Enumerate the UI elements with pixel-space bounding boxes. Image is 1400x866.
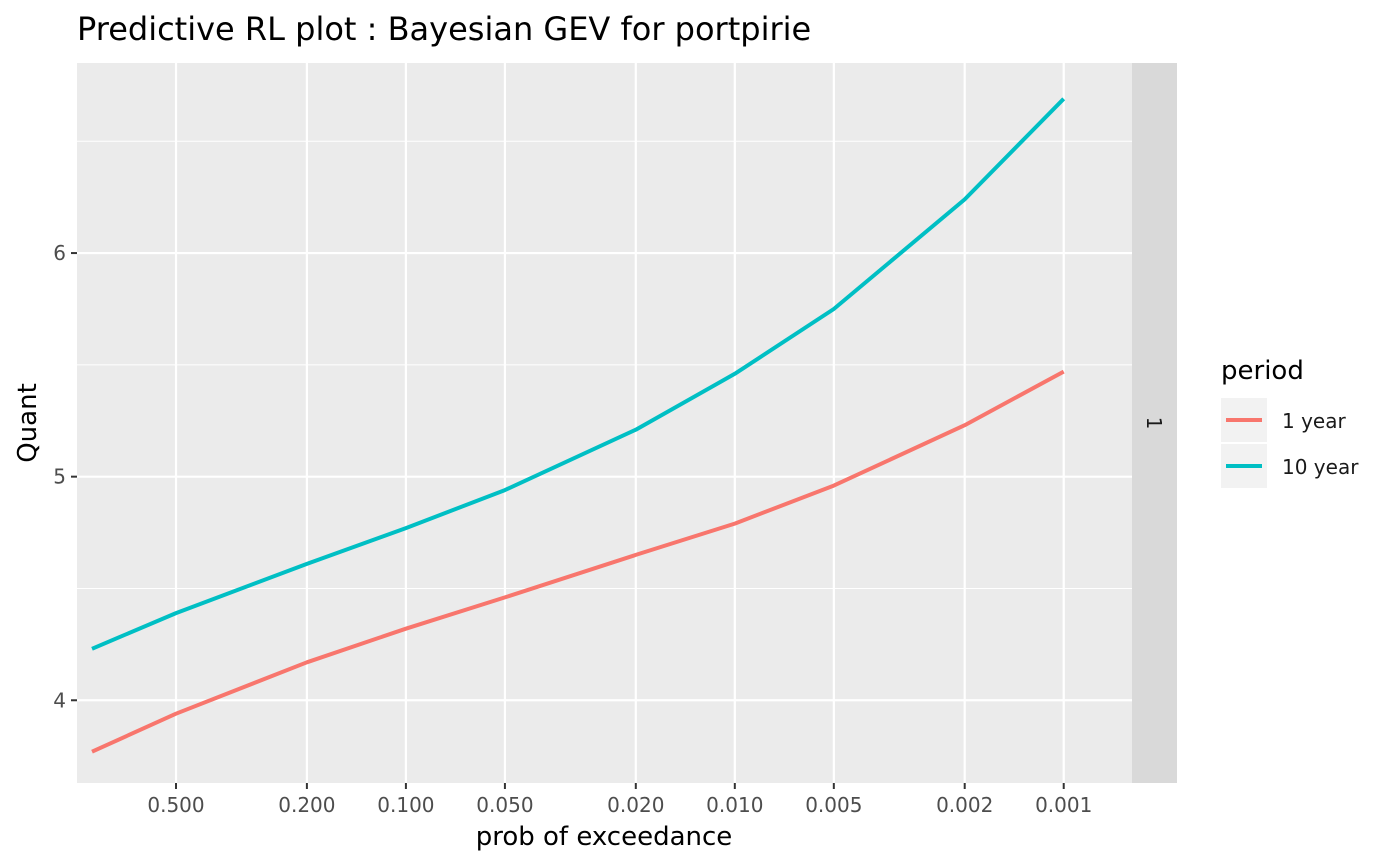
legend: period 1 year 10 year xyxy=(1221,356,1359,488)
facet-strip xyxy=(1132,63,1177,783)
series-line-10-year xyxy=(91,97,1066,651)
x-axis-title: prob of exceedance xyxy=(476,822,733,852)
y-tick-label: 5 xyxy=(53,465,66,489)
series-line-1-year xyxy=(91,369,1065,754)
plot-panel xyxy=(77,63,1132,783)
minor-gridlines xyxy=(77,140,1132,589)
facet-strip-label: 1 xyxy=(1142,417,1166,430)
x-tick-label: 0.200 xyxy=(278,793,335,817)
x-tick-label: 0.010 xyxy=(706,793,763,817)
x-tick-label: 0.500 xyxy=(147,793,204,817)
legend-label-1-year: 1 year xyxy=(1282,409,1346,433)
series-layer xyxy=(91,97,1066,754)
y-axis-title: Quant xyxy=(13,383,43,463)
y-tick-label: 4 xyxy=(53,688,66,712)
y-axis: 4 5 6 xyxy=(53,241,77,712)
legend-keys xyxy=(1226,418,1262,468)
x-tick-label: 0.005 xyxy=(805,793,862,817)
x-tick-label: 0.020 xyxy=(607,793,664,817)
legend-label-10-year: 10 year xyxy=(1282,455,1359,479)
x-axis: 0.500 0.200 0.100 0.050 0.020 0.010 0.005 0.002… xyxy=(147,783,1092,817)
legend-title: period xyxy=(1221,356,1304,386)
y-tick-label: 6 xyxy=(53,241,66,265)
x-tick-label: 0.002 xyxy=(936,793,993,817)
x-tick-label: 0.001 xyxy=(1035,793,1092,817)
chart-title: Predictive RL plot : Bayesian GEV for po… xyxy=(77,10,811,48)
x-tick-label: 0.050 xyxy=(476,793,533,817)
x-tick-label: 0.100 xyxy=(377,793,434,817)
